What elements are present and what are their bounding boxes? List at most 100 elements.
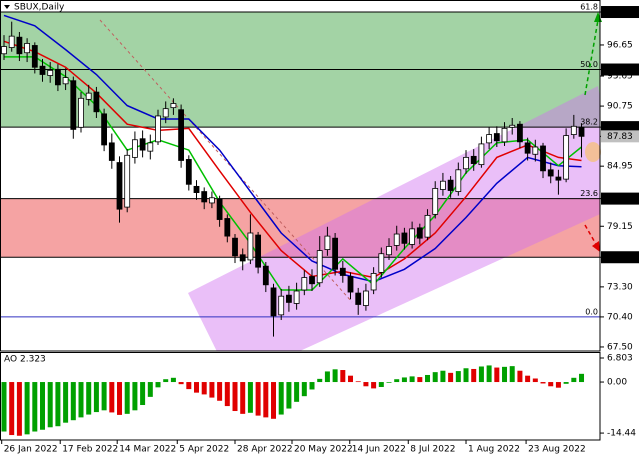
x-tick-label: 8 Jul 2022 [410, 445, 455, 455]
candle-body [563, 135, 570, 180]
ao-bar [324, 371, 330, 383]
ao-bar [109, 382, 115, 413]
candle-body [455, 169, 462, 192]
ao-bar [340, 370, 346, 383]
candle-body [517, 123, 523, 143]
ao-tick-label: -14.44 [607, 429, 636, 439]
chart-title: SBUX,Daily [14, 3, 65, 13]
ao-bar [571, 377, 577, 383]
candle-body [386, 246, 392, 256]
ao-bar [548, 382, 554, 387]
candle-body [440, 180, 446, 190]
candle-body [39, 65, 46, 75]
ao-bar [78, 382, 84, 418]
ao-bar [348, 375, 354, 383]
ao-bar [263, 382, 269, 418]
x-tick-label: 17 Feb 2022 [62, 445, 118, 455]
menu-icon[interactable] [4, 5, 10, 9]
candle-body [401, 232, 408, 244]
ao-bar [301, 382, 307, 397]
indicator-name: AO [4, 355, 17, 365]
ao-bar [117, 382, 123, 415]
ao-bar [532, 378, 538, 383]
candle-body [101, 113, 108, 146]
ao-bar [517, 370, 523, 383]
fib-label: 0.0 [585, 307, 598, 316]
ao-bar [247, 382, 253, 413]
ao-bar [209, 382, 215, 398]
candle-body [378, 253, 385, 273]
candle-body [409, 228, 416, 245]
candle-body [478, 143, 485, 166]
candle-body [193, 185, 200, 193]
fib-label: 61.8 [580, 3, 598, 12]
candle-body [416, 227, 423, 239]
ao-bar [579, 373, 585, 383]
y-tick-highlight [601, 130, 639, 143]
candle-body [216, 198, 223, 220]
candle-body [270, 287, 277, 317]
ao-bar [486, 365, 492, 383]
y-tick-label: 81.82 [607, 194, 633, 204]
ao-bar [32, 382, 38, 432]
y-tick-label: 99.83 [607, 8, 633, 18]
ao-bar [332, 369, 338, 383]
y-tick-highlight [601, 121, 639, 134]
x-tick-label: 23 Aug 2022 [528, 445, 586, 455]
candle-body [486, 134, 493, 144]
candle-body [55, 68, 61, 86]
candle-body [224, 218, 231, 237]
candle-body [232, 237, 238, 257]
ao-bar [9, 382, 15, 436]
ao-bar [240, 382, 246, 414]
fib-label: 23.6 [580, 189, 598, 198]
candle-body [424, 214, 431, 238]
candle-body [139, 138, 146, 151]
ao-bar [140, 382, 146, 406]
candle-body [524, 142, 531, 154]
candle-body [447, 179, 454, 191]
y-tick-label: 79.15 [607, 222, 633, 232]
moving-average [3, 14, 582, 283]
ao-bar [86, 382, 92, 415]
fib-label: 38.2 [580, 118, 598, 127]
candle-body [540, 145, 546, 172]
candle-body [393, 233, 400, 246]
candle-body [332, 237, 339, 270]
ao-bar [409, 376, 415, 383]
y-tick-label: 73.30 [607, 282, 633, 292]
ao-bar [147, 382, 153, 397]
ao-bar [101, 382, 107, 411]
candle-body [31, 45, 38, 68]
candle-body [155, 115, 161, 143]
ao-bar [40, 382, 46, 430]
candle-body [555, 176, 562, 181]
ao-bar [63, 382, 69, 423]
ao-bar [47, 382, 53, 428]
candle-body [370, 273, 377, 291]
zone [0, 198, 600, 258]
ao-bar [294, 382, 300, 402]
ao-bar [494, 367, 500, 383]
candle-body [309, 276, 315, 285]
candle-body [47, 69, 54, 76]
ao-bar [363, 382, 369, 387]
candle-body [262, 265, 269, 286]
ao-bar [417, 377, 423, 383]
candle-body [8, 35, 15, 48]
y-tick-label: 88.72 [607, 123, 633, 133]
ao-bar [155, 382, 161, 388]
y-tick-label: 70.40 [607, 312, 633, 322]
y-tick-highlight [601, 251, 639, 264]
ao-bar [432, 372, 438, 383]
ao-bar [24, 382, 30, 435]
y-tick-highlight [601, 192, 639, 205]
x-tick-label: 5 Apr 2022 [179, 445, 229, 455]
ao-bar [70, 382, 76, 421]
ao-bar [224, 382, 230, 407]
ao-bar [186, 382, 192, 390]
fib-label: 50.0 [580, 60, 598, 69]
candle-body [339, 267, 346, 276]
candle-body [108, 142, 115, 161]
